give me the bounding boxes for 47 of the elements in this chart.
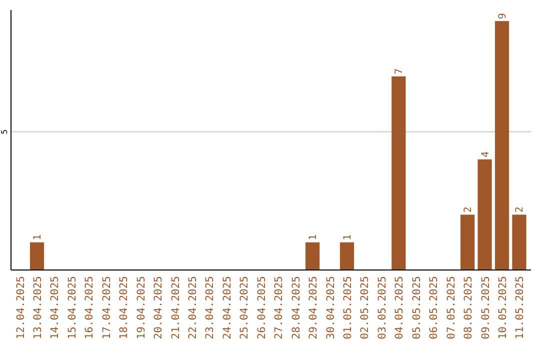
bar — [494, 21, 510, 270]
x-tick-label: 16.04.2025 — [84, 276, 96, 340]
x-tick-label: 14.04.2025 — [49, 276, 62, 340]
x-tick-label: 03.05.2025 — [376, 276, 388, 340]
x-tick-label: 26.04.2025 — [256, 276, 268, 340]
bar — [460, 214, 475, 270]
bar — [305, 242, 320, 270]
x-tick-label: 05.05.2025 — [410, 276, 423, 340]
x-tick-label: 23.04.2025 — [204, 276, 216, 340]
x-tick-label: 08.05.2025 — [462, 276, 475, 340]
x-tick-label: 10.05.2025 — [496, 276, 509, 340]
data-label: 1 — [342, 234, 354, 240]
x-tick-label: 22.04.2025 — [187, 276, 199, 340]
x-tick-label: 15.04.2025 — [66, 276, 78, 340]
x-tick-label: 17.04.2025 — [100, 276, 113, 340]
x-tick-label: 06.05.2025 — [428, 276, 440, 340]
x-tick-label: 18.04.2025 — [118, 276, 130, 340]
data-label: 1 — [32, 234, 44, 240]
bar — [478, 159, 492, 270]
x-tick-label: 20.04.2025 — [152, 276, 165, 340]
x-tick-label: 13.04.2025 — [32, 276, 44, 340]
data-label: 2 — [514, 206, 526, 213]
data-label: 9 — [497, 13, 508, 20]
x-tick-label: 11.05.2025 — [514, 276, 526, 340]
x-tick-label: 07.05.2025 — [445, 276, 458, 340]
bar — [392, 76, 406, 270]
y-tick-label: 5 — [0, 129, 9, 134]
x-tick-label: 30.04.2025 — [324, 276, 337, 340]
x-tick-label: 04.05.2025 — [394, 276, 406, 340]
x-tick-label: 24.04.2025 — [221, 276, 234, 340]
data-label: 7 — [394, 68, 406, 74]
data-label: 2 — [463, 206, 474, 213]
x-tick-label: 27.04.2025 — [273, 276, 286, 340]
x-tick-label: 02.05.2025 — [359, 276, 372, 340]
bar — [340, 242, 354, 270]
x-tick-label: 21.04.2025 — [170, 276, 182, 340]
x-tick-label: 19.04.2025 — [135, 276, 148, 340]
data-label: 1 — [308, 234, 320, 240]
bar — [30, 242, 44, 270]
x-tick-label: 12.04.2025 — [14, 276, 27, 340]
x-tick-label: 28.04.2025 — [290, 276, 302, 340]
x-tick-label: 01.05.2025 — [342, 276, 354, 340]
bar — [512, 214, 526, 270]
x-tick-label: 09.05.2025 — [480, 276, 492, 340]
x-tick-label: 25.04.2025 — [238, 276, 251, 340]
data-label: 4 — [480, 151, 492, 158]
x-tick-label: 29.04.2025 — [308, 276, 320, 340]
